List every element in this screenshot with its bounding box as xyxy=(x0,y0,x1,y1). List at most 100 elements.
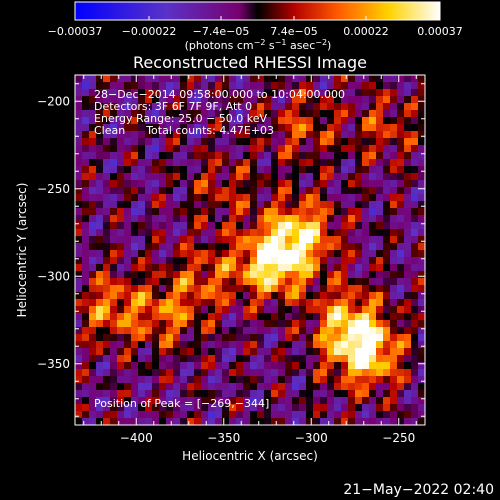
heatmap-cell xyxy=(131,103,139,111)
heatmap-cell xyxy=(124,89,132,97)
heatmap-cell xyxy=(124,250,132,258)
heatmap-cell xyxy=(292,159,300,167)
heatmap-cell xyxy=(369,271,377,279)
heatmap-cell xyxy=(89,334,97,342)
heatmap-cell xyxy=(383,75,391,83)
heatmap-cell xyxy=(89,257,97,265)
heatmap-cell xyxy=(89,173,97,181)
heatmap-cell xyxy=(215,208,223,216)
heatmap-cell xyxy=(348,208,356,216)
heatmap-cell xyxy=(362,334,370,342)
heatmap-cell xyxy=(320,306,328,314)
heatmap-cell xyxy=(187,334,195,342)
heatmap-cell xyxy=(285,327,293,335)
heatmap-cell xyxy=(306,208,314,216)
heatmap-cell xyxy=(376,376,384,384)
heatmap-cell xyxy=(96,257,104,265)
heatmap-cell xyxy=(299,208,307,216)
heatmap-cell xyxy=(257,201,265,209)
heatmap-cell xyxy=(194,96,202,104)
heatmap-cell xyxy=(187,243,195,251)
heatmap-cell xyxy=(250,229,258,237)
heatmap-cell xyxy=(306,89,314,97)
heatmap-cell xyxy=(187,376,195,384)
heatmap-cell xyxy=(390,201,398,209)
heatmap-cell xyxy=(131,215,139,223)
heatmap-cell xyxy=(397,145,405,153)
heatmap-cell xyxy=(159,236,167,244)
heatmap-cell xyxy=(271,348,279,356)
heatmap-cell xyxy=(334,166,342,174)
heatmap-cell xyxy=(208,145,216,153)
heatmap-cell xyxy=(264,208,272,216)
heatmap-cell xyxy=(152,138,160,146)
heatmap-cell xyxy=(348,320,356,328)
heatmap-cell xyxy=(103,194,111,202)
heatmap-cell xyxy=(257,96,265,104)
heatmap-cell xyxy=(152,229,160,237)
heatmap-cell xyxy=(397,229,405,237)
heatmap-cell xyxy=(201,264,209,272)
heatmap-cell xyxy=(229,250,237,258)
heatmap-cell xyxy=(131,229,139,237)
heatmap-cell xyxy=(292,264,300,272)
heatmap-cell xyxy=(264,145,272,153)
heatmap-cell xyxy=(117,376,125,384)
heatmap-cell xyxy=(215,390,223,398)
heatmap-cell xyxy=(222,229,230,237)
heatmap-cell xyxy=(208,236,216,244)
heatmap-cell xyxy=(355,75,363,83)
heatmap-cell xyxy=(159,187,167,195)
heatmap-cell xyxy=(222,138,230,146)
heatmap-cell xyxy=(215,348,223,356)
heatmap-cell xyxy=(82,131,90,139)
heatmap-cell xyxy=(103,173,111,181)
heatmap-cell xyxy=(376,285,384,293)
heatmap-cell xyxy=(215,159,223,167)
heatmap-cell xyxy=(194,348,202,356)
heatmap-cell xyxy=(404,341,412,349)
heatmap-cell xyxy=(103,397,111,405)
heatmap-cell xyxy=(124,362,132,370)
colorbar-tick-label: −7.4e−05 xyxy=(193,25,250,38)
heatmap-cell xyxy=(418,292,425,300)
heatmap-cell xyxy=(229,194,237,202)
heatmap-cell xyxy=(82,292,90,300)
heatmap-cell xyxy=(124,334,132,342)
heatmap-cell xyxy=(215,278,223,286)
heatmap-cell xyxy=(173,166,181,174)
heatmap-cell xyxy=(117,124,125,132)
heatmap-cell xyxy=(89,159,97,167)
heatmap-cell xyxy=(215,201,223,209)
heatmap-cell xyxy=(166,96,174,104)
heatmap-cell xyxy=(187,166,195,174)
heatmap-cell xyxy=(320,131,328,139)
heatmap-cell xyxy=(369,124,377,132)
heatmap-cell xyxy=(243,313,251,321)
heatmap-cell xyxy=(117,215,125,223)
heatmap-cell xyxy=(411,222,419,230)
heatmap-cell xyxy=(124,215,132,223)
heatmap-cell xyxy=(159,334,167,342)
heatmap-cell xyxy=(180,243,188,251)
heatmap-cell xyxy=(404,96,412,104)
heatmap-cell xyxy=(341,117,349,125)
heatmap-cell xyxy=(166,236,174,244)
heatmap-cell xyxy=(369,89,377,97)
heatmap-cell xyxy=(348,229,356,237)
heatmap-cell xyxy=(138,117,146,125)
heatmap-cell xyxy=(404,110,412,118)
heatmap-cell xyxy=(194,271,202,279)
heatmap-cell xyxy=(313,376,321,384)
heatmap-cell xyxy=(390,383,398,391)
heatmap-cell xyxy=(306,201,314,209)
heatmap-cell xyxy=(180,257,188,265)
heatmap-cell xyxy=(138,208,146,216)
heatmap-cell xyxy=(131,418,139,425)
heatmap-cell xyxy=(404,306,412,314)
heatmap-cell xyxy=(124,243,132,251)
heatmap-cell xyxy=(96,327,104,335)
heatmap-cell xyxy=(383,152,391,160)
heatmap-cell xyxy=(418,75,425,83)
heatmap-cell xyxy=(404,215,412,223)
